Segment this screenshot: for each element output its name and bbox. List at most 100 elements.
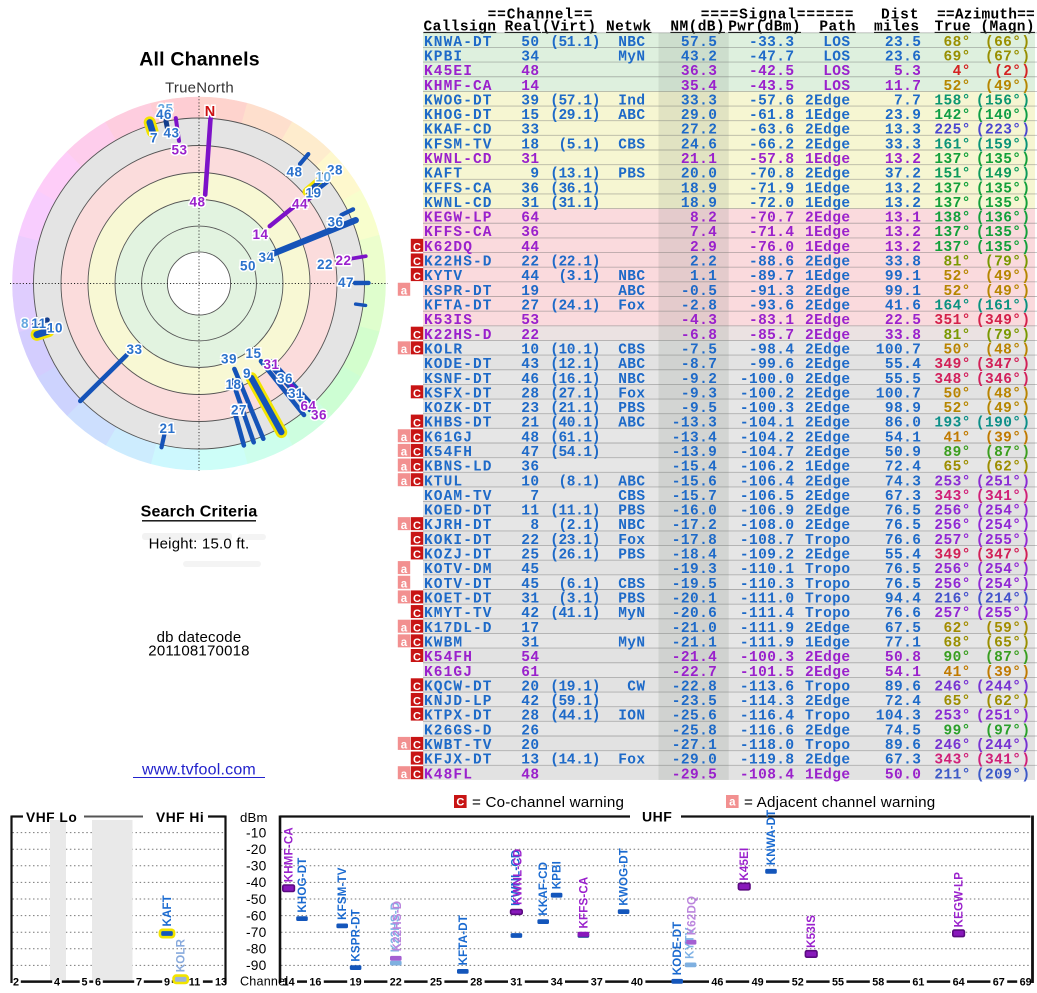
svg-text:NBC: NBC: [618, 269, 645, 285]
svg-text:C: C: [413, 549, 421, 561]
svg-text:100.7: 100.7: [876, 386, 922, 402]
svg-text:ABC: ABC: [618, 357, 645, 373]
svg-text:-47.7: -47.7: [749, 49, 795, 65]
svg-text:18.9: 18.9: [681, 196, 717, 212]
svg-text:KWNL-CD: KWNL-CD: [510, 850, 522, 906]
svg-text:2Edge: 2Edge: [805, 504, 851, 520]
svg-text:26: 26: [521, 723, 539, 739]
svg-text:76.5: 76.5: [885, 577, 921, 593]
svg-text:(97°): (97°): [985, 723, 1031, 739]
svg-text:94.4: 94.4: [885, 592, 921, 608]
svg-text:7: 7: [150, 131, 158, 146]
svg-text:50°: 50°: [943, 386, 970, 402]
svg-text:-85.7: -85.7: [749, 328, 795, 344]
svg-text:41°: 41°: [943, 430, 970, 446]
svg-text:2Edge: 2Edge: [805, 167, 851, 183]
svg-text:-106.2: -106.2: [740, 460, 795, 476]
svg-text:19: 19: [350, 977, 362, 989]
svg-text:-50: -50: [246, 892, 267, 907]
svg-text:31: 31: [521, 592, 539, 608]
svg-text:-17.8: -17.8: [672, 533, 718, 549]
svg-text:KQCW-DT: KQCW-DT: [424, 679, 493, 695]
svg-text:72.4: 72.4: [885, 694, 921, 710]
svg-text:41.6: 41.6: [885, 299, 921, 315]
svg-text:2Edge: 2Edge: [805, 255, 851, 271]
svg-text:KODE-DT: KODE-DT: [672, 922, 684, 976]
svg-text:ABC: ABC: [618, 108, 645, 124]
svg-text:(39°): (39°): [985, 430, 1031, 446]
svg-text:C: C: [456, 797, 464, 809]
svg-text:K53IS: K53IS: [424, 313, 473, 329]
svg-text:(59.1): (59.1): [550, 694, 600, 710]
svg-text:(59°): (59°): [985, 621, 1031, 637]
svg-text:(40.1): (40.1): [550, 416, 600, 432]
svg-text:(65°): (65°): [985, 635, 1031, 651]
svg-text:KFFS-CA: KFFS-CA: [424, 225, 493, 241]
svg-text:-33.3: -33.3: [749, 35, 795, 51]
svg-text:KTUL: KTUL: [424, 474, 463, 490]
svg-text:-116.4: -116.4: [740, 709, 795, 725]
svg-text:-119.8: -119.8: [740, 753, 795, 769]
svg-text:24.6: 24.6: [681, 137, 717, 153]
svg-text:-18.4: -18.4: [672, 548, 718, 564]
svg-text:LOS: LOS: [823, 79, 850, 95]
svg-text:27.2: 27.2: [681, 123, 717, 139]
svg-text:All Channels: All Channels: [139, 48, 260, 70]
svg-text:10: 10: [521, 343, 539, 359]
svg-text:50.8: 50.8: [885, 650, 921, 666]
svg-text:(341°): (341°): [976, 489, 1031, 505]
svg-text:21.1: 21.1: [681, 152, 717, 168]
svg-text:54: 54: [521, 650, 539, 666]
svg-text:-43.5: -43.5: [749, 79, 795, 95]
svg-text:50°: 50°: [943, 343, 970, 359]
svg-text:86.0: 86.0: [885, 416, 921, 432]
svg-text:(62°): (62°): [985, 694, 1031, 710]
svg-text:-111.0: -111.0: [740, 592, 795, 608]
svg-text:(159°): (159°): [976, 137, 1031, 153]
svg-text:-20: -20: [246, 842, 267, 857]
svg-text:31: 31: [521, 152, 539, 168]
svg-text:(349°): (349°): [976, 313, 1031, 329]
svg-text:-20.6: -20.6: [672, 606, 718, 622]
svg-text:25: 25: [521, 548, 539, 564]
svg-text:9: 9: [530, 167, 539, 183]
svg-text:52°: 52°: [943, 284, 970, 300]
svg-text:a: a: [401, 593, 408, 605]
svg-text:-2.8: -2.8: [681, 299, 717, 315]
svg-text:Dist: Dist: [881, 8, 919, 24]
svg-text:-70.8: -70.8: [749, 167, 795, 183]
svg-text:-42.5: -42.5: [749, 64, 795, 80]
svg-text:49: 49: [752, 977, 764, 989]
svg-text:-108.0: -108.0: [740, 518, 795, 534]
svg-text:(66°): (66°): [985, 35, 1031, 51]
svg-text:25: 25: [430, 977, 442, 989]
svg-text:43: 43: [521, 357, 539, 373]
svg-text:ABC: ABC: [618, 284, 645, 300]
svg-text:-104.2: -104.2: [740, 430, 795, 446]
svg-text:53: 53: [171, 143, 187, 158]
svg-text:(49°): (49°): [985, 269, 1031, 285]
svg-text:48: 48: [521, 767, 539, 783]
svg-text:KPBI: KPBI: [552, 861, 564, 889]
svg-text:246°: 246°: [934, 738, 970, 754]
svg-text:C: C: [413, 637, 421, 649]
svg-text:Tropo: Tropo: [805, 533, 851, 549]
svg-text:33: 33: [126, 342, 142, 357]
svg-text:-15.7: -15.7: [672, 489, 718, 505]
svg-text:(19.1): (19.1): [550, 679, 600, 695]
svg-text:34: 34: [551, 977, 563, 989]
svg-text:NBC: NBC: [618, 35, 645, 51]
svg-text:KFTA-DT: KFTA-DT: [458, 915, 470, 965]
svg-text:K45EI: K45EI: [739, 848, 751, 881]
svg-text:23.5: 23.5: [885, 35, 921, 51]
svg-text:(79°): (79°): [985, 328, 1031, 344]
svg-text:KFJX-DT: KFJX-DT: [424, 753, 493, 769]
svg-text:-29.5: -29.5: [672, 767, 718, 783]
svg-text:==Channel==: ==Channel==: [488, 8, 594, 24]
svg-text:(23.1): (23.1): [550, 533, 600, 549]
svg-text:a: a: [401, 476, 408, 488]
svg-text:C: C: [413, 608, 421, 620]
svg-text:10: 10: [315, 170, 331, 185]
svg-text:37: 37: [591, 977, 603, 989]
svg-text:KHBS-DT: KHBS-DT: [424, 416, 493, 432]
